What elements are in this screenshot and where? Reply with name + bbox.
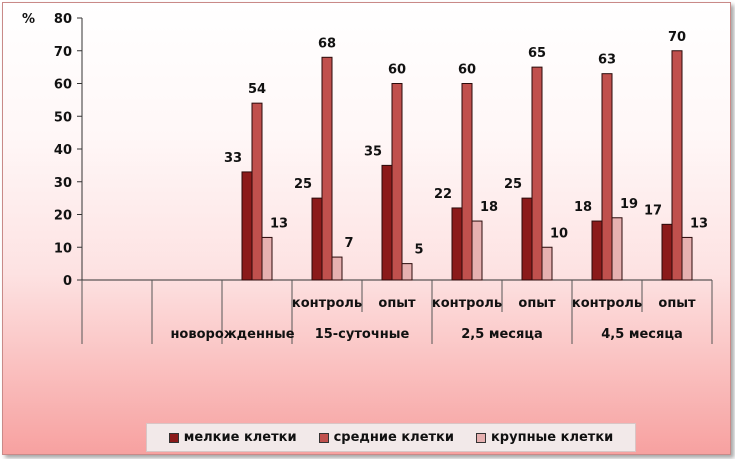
data-label: 7 xyxy=(344,236,353,251)
x-group-label: 15-суточные xyxy=(315,327,410,342)
y-tick-label: 30 xyxy=(54,176,72,191)
data-label: 70 xyxy=(668,30,686,45)
x-group-label: 2,5 месяца xyxy=(461,327,542,342)
bar xyxy=(601,73,613,281)
bar xyxy=(331,256,343,281)
y-tick-label: 10 xyxy=(54,241,72,256)
x-category-label: опыт xyxy=(518,296,556,311)
bar xyxy=(311,197,323,281)
data-label: 65 xyxy=(528,46,546,61)
data-label: 60 xyxy=(458,63,476,78)
data-label: 22 xyxy=(434,187,452,202)
bar xyxy=(471,220,483,281)
bar xyxy=(461,83,473,281)
bar xyxy=(401,263,413,281)
data-label: 18 xyxy=(574,200,592,215)
data-label: 35 xyxy=(364,144,382,159)
bar xyxy=(251,102,263,281)
y-tick-label: 0 xyxy=(63,274,72,289)
legend-swatch-large-cells xyxy=(475,432,486,443)
bar xyxy=(591,220,603,281)
bar xyxy=(321,56,333,281)
bar xyxy=(671,50,683,281)
x-category-label: контроль xyxy=(432,296,502,311)
x-category-label: опыт xyxy=(378,296,416,311)
x-group-label: новорожденные xyxy=(170,327,294,342)
legend-item-small-cells: мелкие клетки xyxy=(168,430,297,445)
bar xyxy=(391,83,403,281)
bar xyxy=(661,223,673,281)
data-label: 17 xyxy=(644,203,662,218)
y-tick-label: 50 xyxy=(54,110,72,125)
data-label: 10 xyxy=(550,226,568,241)
legend-item-large-cells: крупные клетки xyxy=(475,430,614,445)
bar xyxy=(241,171,253,281)
data-label: 68 xyxy=(318,36,336,51)
bar xyxy=(531,66,543,281)
bar xyxy=(381,164,393,281)
x-group-label: 4,5 месяца xyxy=(601,327,682,342)
data-label: 19 xyxy=(620,197,638,212)
y-tick-label: 40 xyxy=(54,143,72,158)
data-label: 13 xyxy=(690,216,708,231)
data-label: 63 xyxy=(598,53,616,68)
legend-label-large-cells: крупные клетки xyxy=(490,430,614,445)
bar xyxy=(681,236,693,281)
data-label: 54 xyxy=(248,82,266,97)
data-label: 13 xyxy=(270,216,288,231)
data-label: 25 xyxy=(504,177,522,192)
legend-label-medium-cells: средние клетки xyxy=(333,430,454,445)
data-label: 25 xyxy=(294,177,312,192)
data-label: 18 xyxy=(480,200,498,215)
data-label: 60 xyxy=(388,63,406,78)
x-category-label: контроль xyxy=(292,296,362,311)
data-label: 5 xyxy=(414,243,423,258)
bar xyxy=(521,197,533,281)
y-tick-label: 20 xyxy=(54,209,72,224)
legend: мелкие клетки средние клетки крупные кле… xyxy=(146,423,636,452)
legend-item-medium-cells: средние клетки xyxy=(318,430,454,445)
x-category-label: контроль xyxy=(572,296,642,311)
bar xyxy=(451,207,463,281)
y-tick-label: 60 xyxy=(54,78,72,93)
bar xyxy=(261,236,273,281)
y-tick-label: 70 xyxy=(54,45,72,60)
y-tick-label: 80 xyxy=(54,12,72,27)
x-category-label: опыт xyxy=(658,296,696,311)
y-axis-label: % xyxy=(22,12,35,27)
bar xyxy=(611,217,623,281)
data-label: 33 xyxy=(224,151,242,166)
legend-swatch-small-cells xyxy=(168,432,179,443)
bar xyxy=(541,246,553,281)
legend-swatch-medium-cells xyxy=(318,432,329,443)
legend-label-small-cells: мелкие клетки xyxy=(183,430,297,445)
